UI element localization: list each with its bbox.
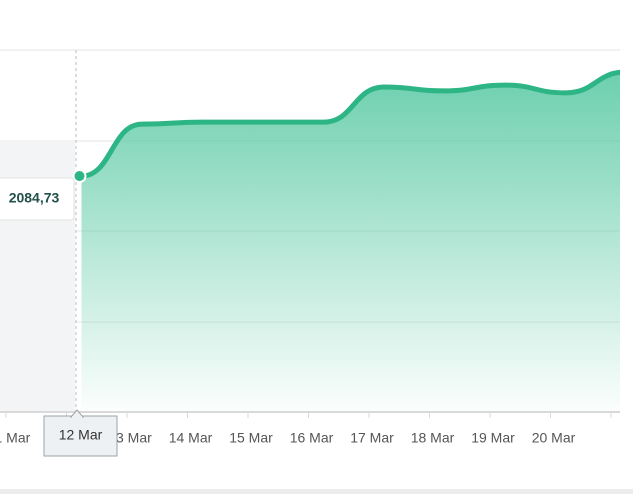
x-tick-label: 13 Mar [108, 430, 152, 446]
plot [81, 69, 620, 412]
x-axis-labels: 11 Mar 12 Mar 13 Mar 14 Mar 15 Mar 16 Mar 17 M… [0, 412, 612, 446]
line [81, 69, 620, 179]
bottom-strip [0, 489, 633, 494]
x-tick-label: 20 Mar [532, 430, 576, 446]
tooltip-box [0, 177, 75, 221]
tooltip-layer: 2084,73 12 Mar [0, 169, 118, 457]
x-tooltip-label: 12 Mar [59, 427, 103, 443]
x-tick-label: 19 Mar [471, 430, 515, 446]
x-tick-label: 15 Mar [229, 430, 273, 446]
x-tick-label: 11 Mar [0, 430, 31, 446]
x-tick-label: 14 Mar [169, 430, 213, 446]
area-fill [81, 72, 620, 412]
x-tick-label: 18 Mar [411, 430, 455, 446]
x-tick-label: 17 Mar [350, 430, 394, 446]
tooltip-value: 2084,73 [9, 190, 60, 206]
x-tick-label: 16 Mar [290, 430, 334, 446]
hover-point [72, 169, 87, 184]
